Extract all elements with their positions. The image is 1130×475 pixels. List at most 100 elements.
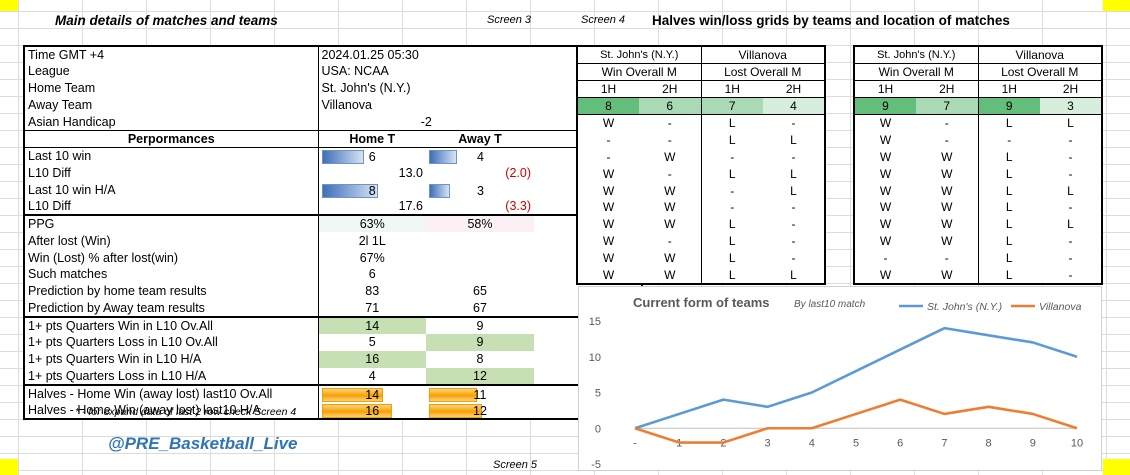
grid-left-win-header: Win Overall M (577, 63, 701, 81)
expand-note: * - for expand data of last 2 row check … (75, 406, 297, 418)
away-column-header: Away T (426, 130, 534, 149)
grid-right-half: 2H (1040, 80, 1102, 98)
grid-cell: W (879, 200, 892, 215)
grid-cell: L (977, 249, 1040, 267)
grid-cell: W (664, 200, 676, 215)
quarters-label: 1+ pts Quarters Loss in L10 Ov.All (24, 333, 319, 351)
chart-x-tick-label: 4 (809, 437, 815, 449)
perf-label: Prediction by Away team results (24, 299, 319, 317)
league-value: USA: NCAA (321, 64, 389, 79)
grid-left-count: 4 (763, 97, 825, 115)
home-win-ha-bar-fill (321, 183, 378, 198)
halves-label: Halves - Home Win (away lost) last10 Ov.… (24, 383, 319, 402)
home-team-value: St. John's (N.Y.) (321, 81, 411, 96)
grid-cell: L (977, 198, 1040, 216)
brand-handle: @PRE_Basketball_Live (108, 434, 298, 453)
grid-cell: W (602, 234, 615, 249)
quarters-away-value: 12 (426, 367, 534, 385)
chart-subtitle: By last10 match (794, 299, 866, 310)
grid-cell: W (602, 217, 615, 232)
time-value: 2024.01.25 05:30 (321, 48, 419, 62)
chart-legend: St. John's (N.Y.) Villanova (899, 301, 1082, 313)
quarters-label: 1+ pts Quarters Win in L10 Ov.All (24, 315, 319, 334)
grid-left-lost-header: Lost Overall M (700, 63, 825, 81)
grid-cell: - (883, 251, 888, 266)
grid-cell: - (791, 116, 796, 131)
grid-cell: W (879, 183, 892, 198)
grid-cell: L (790, 132, 797, 147)
chart-y-tick-label: 5 (595, 388, 601, 400)
away-win-bar: 4 (429, 149, 531, 165)
grid-right-team2: Villanova (977, 46, 1102, 64)
halves-home-bar-fill (321, 387, 383, 402)
grid-left-half: 1H (577, 80, 639, 98)
grid-cell: - (944, 132, 949, 147)
halves-grid-right: St. John's (N.Y.) Villanova Win Overall … (853, 45, 1103, 285)
chart-y-tick-label: 0 (595, 423, 601, 435)
perf-label: L10 Diff (24, 198, 319, 216)
grid-cell: W (664, 251, 676, 266)
grid-cell: W (941, 166, 953, 181)
halves-home-bar: 16 (321, 403, 424, 418)
grid-cell: W (664, 149, 676, 164)
performances-header: Perpormances (24, 130, 319, 149)
grid-cell: W (602, 267, 615, 282)
perf-away-value: 58% (426, 214, 534, 233)
grid-left-half: 1H (700, 80, 763, 98)
perf-away-value: 65 (473, 284, 487, 299)
grid-cell: W (664, 183, 676, 198)
asian-handicap-value: -2 (318, 113, 534, 132)
grid-left-team1: St. John's (N.Y.) (577, 46, 701, 64)
perf-label: Last 10 win H/A (24, 181, 319, 199)
perf-label: After lost (Win) (24, 232, 319, 250)
grid-cell: W (941, 149, 953, 164)
grid-cell: - (791, 234, 796, 249)
halves-home-value: 16 (365, 403, 380, 418)
chart-y-tick-label: 10 (589, 352, 601, 364)
grid-cell: - (700, 198, 763, 216)
grid-cell: W (664, 267, 676, 282)
perf-away-value (426, 232, 534, 249)
grid-cell: L (977, 215, 1040, 233)
home-win-bar: 6 (321, 149, 424, 165)
grid-cell: W (941, 183, 953, 198)
halves-grid-left: St. John's (N.Y.) Villanova Win Overall … (576, 45, 826, 285)
grid-cell: W (602, 183, 615, 198)
perf-home-value: 63% (318, 214, 426, 233)
halves-away-value: 12 (473, 403, 487, 418)
away-team-label: Away Team (24, 96, 319, 114)
chart-legend-label: St. John's (N.Y.) (927, 301, 1002, 313)
grid-cell: - (606, 149, 611, 164)
chart-title: Current form of teams (633, 295, 770, 310)
grid-cell: L (977, 232, 1040, 250)
away-win-bar-fill (429, 150, 457, 165)
grid-cell: L (977, 148, 1040, 166)
grid-left-half: 2H (763, 80, 825, 98)
grid-left-count: 7 (700, 97, 763, 115)
grid-row: --L- (854, 249, 1102, 267)
grid-cell: - (667, 132, 672, 147)
grid-cell: L (700, 131, 763, 149)
grid-cell: L (700, 215, 763, 233)
chart-x-tick-label: 5 (853, 437, 859, 449)
form-chart: Current form of teams By last10 match St… (578, 286, 1102, 471)
perf-home-value: 67% (359, 250, 385, 265)
perf-label: Win (Lost) % after lost(win) (24, 249, 319, 267)
grid-cell: L (1067, 116, 1074, 131)
grid-right-count: 9 (854, 97, 916, 115)
chart-y-tick-label: -5 (591, 459, 601, 470)
grid-cell: W (941, 234, 953, 249)
quarters-home-value: 14 (318, 315, 426, 334)
chart-x-tick-label: - (633, 437, 637, 449)
grid-cell: - (1068, 132, 1073, 147)
grid-cell: W (602, 166, 615, 181)
grid-cell: W (941, 217, 953, 232)
halves-away-bar: 11 (429, 387, 531, 402)
perf-away-value: (3.3) (505, 199, 531, 214)
